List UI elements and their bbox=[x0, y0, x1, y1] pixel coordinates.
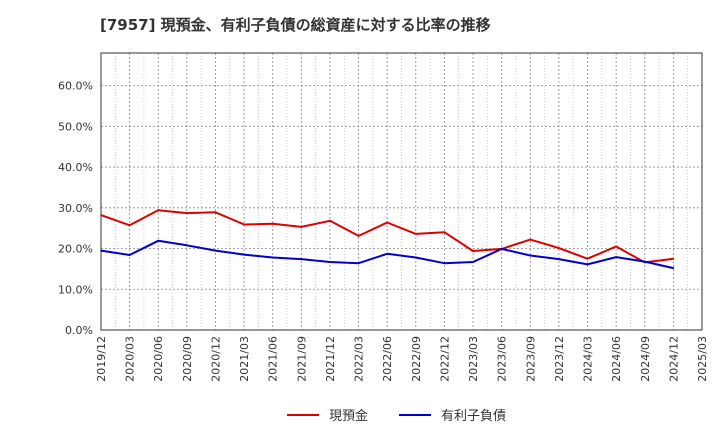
data-point bbox=[329, 261, 331, 263]
data-point bbox=[386, 253, 388, 255]
x-tick-label: 2024/12 bbox=[667, 336, 680, 382]
x-tick-label: 2022/03 bbox=[353, 336, 366, 382]
x-tick-label: 2025/03 bbox=[696, 336, 709, 382]
data-point bbox=[100, 249, 102, 252]
data-point bbox=[100, 214, 102, 216]
data-point bbox=[128, 254, 131, 256]
data-point bbox=[615, 245, 617, 248]
legend-label-2: 有利子負債 bbox=[441, 409, 506, 424]
data-point bbox=[214, 249, 217, 252]
plot-frame bbox=[100, 52, 703, 331]
data-point bbox=[443, 231, 446, 234]
y-tick-label: 60.0% bbox=[58, 80, 93, 93]
data-point bbox=[672, 267, 675, 269]
data-point bbox=[243, 223, 245, 226]
data-point bbox=[300, 258, 303, 260]
data-point bbox=[329, 220, 331, 222]
data-point bbox=[472, 261, 474, 263]
y-tick-label: 40.0% bbox=[58, 161, 93, 174]
x-tick-label: 2022/09 bbox=[410, 336, 423, 382]
x-tick-label: 2020/09 bbox=[181, 336, 194, 382]
data-point bbox=[500, 248, 503, 250]
x-tick-label: 2020/12 bbox=[209, 336, 222, 382]
x-tick-label: 2020/03 bbox=[124, 336, 137, 382]
y-tick-label: 30.0% bbox=[58, 202, 93, 215]
data-point bbox=[214, 211, 217, 214]
data-point bbox=[472, 250, 474, 252]
x-tick-label: 2020/06 bbox=[152, 336, 165, 382]
data-point bbox=[386, 221, 388, 224]
data-point bbox=[615, 256, 617, 258]
chart-title: [7957] 現預金、有利子負債の総資産に対する比率の推移 bbox=[100, 16, 491, 34]
x-tick-label: 2022/12 bbox=[438, 336, 451, 382]
data-point bbox=[186, 244, 188, 247]
data-point bbox=[243, 253, 245, 256]
data-point bbox=[157, 239, 160, 242]
x-tick-label: 2024/03 bbox=[582, 336, 595, 382]
data-point bbox=[415, 256, 417, 259]
x-tick-label: 2021/09 bbox=[295, 336, 308, 382]
data-point bbox=[271, 222, 274, 225]
data-point bbox=[357, 262, 360, 264]
x-tick-label: 2021/12 bbox=[324, 336, 337, 382]
data-point bbox=[443, 262, 446, 264]
y-tick-label: 20.0% bbox=[58, 243, 93, 256]
x-tick-label: 2019/12 bbox=[95, 336, 108, 382]
data-point bbox=[558, 247, 560, 249]
x-tick-label: 2023/06 bbox=[496, 336, 509, 382]
data-point bbox=[558, 258, 560, 260]
data-point bbox=[529, 254, 532, 257]
data-point bbox=[157, 209, 160, 212]
y-tick-label: 50.0% bbox=[58, 120, 93, 133]
data-point bbox=[300, 226, 303, 228]
data-point bbox=[586, 257, 589, 260]
x-tick-label: 2023/09 bbox=[524, 336, 537, 382]
legend-label-1: 現預金 bbox=[329, 408, 368, 424]
x-tick-label: 2024/06 bbox=[610, 336, 623, 382]
data-point bbox=[643, 260, 646, 263]
data-point bbox=[128, 224, 131, 227]
data-point bbox=[586, 263, 589, 266]
x-tick-label: 2023/12 bbox=[553, 336, 566, 382]
data-point bbox=[415, 233, 417, 235]
data-point bbox=[529, 238, 532, 241]
y-tick-label: 10.0% bbox=[58, 283, 93, 296]
data-point bbox=[357, 235, 360, 237]
x-tick-label: 2021/03 bbox=[238, 336, 251, 382]
y-tick-label: 0.0% bbox=[65, 324, 93, 337]
data-point bbox=[271, 256, 274, 259]
x-tick-label: 2021/06 bbox=[267, 336, 280, 382]
data-point bbox=[186, 212, 188, 214]
data-point bbox=[672, 257, 675, 260]
x-tick-label: 2022/06 bbox=[381, 336, 394, 382]
x-tick-label: 2023/03 bbox=[467, 336, 480, 382]
x-tick-label: 2024/09 bbox=[639, 336, 652, 382]
